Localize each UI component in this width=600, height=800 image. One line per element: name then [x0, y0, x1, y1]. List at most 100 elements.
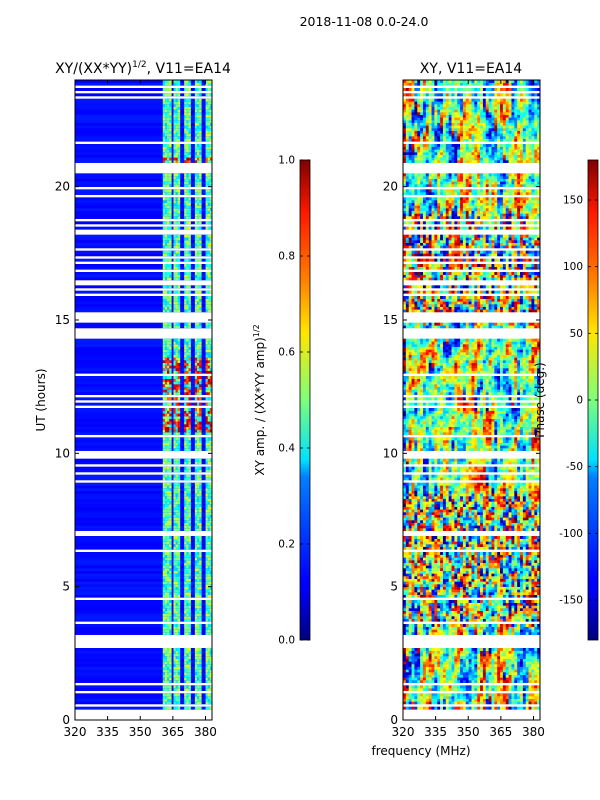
- amplitude-cell: [177, 237, 181, 241]
- phase-cell: [471, 650, 475, 654]
- phase-cell: [520, 656, 524, 659]
- amplitude-cell: [205, 568, 209, 571]
- amplitude-cell: [197, 650, 200, 654]
- amplitude-cell: [175, 354, 179, 358]
- amplitude-cell: [209, 376, 212, 379]
- phase-cell: [420, 656, 424, 659]
- amplitude-cell: [207, 656, 211, 659]
- amplitude-row: [75, 136, 212, 139]
- phase-cell: [488, 584, 492, 587]
- phase-cell: [517, 696, 521, 699]
- amplitude-cell: [164, 234, 168, 238]
- amplitude-cell: [197, 202, 200, 206]
- amplitude-cell: [194, 130, 198, 134]
- phase-cell: [500, 698, 504, 702]
- amplitude-cell: [199, 122, 202, 126]
- amplitude-cell: [188, 528, 191, 531]
- phase-cell: [425, 602, 429, 606]
- amplitude-cell: [199, 504, 202, 507]
- amplitude-cell: [188, 466, 191, 470]
- phase-cell: [534, 626, 538, 630]
- amplitude-cell: [197, 146, 200, 150]
- amplitude-cell: [162, 133, 166, 137]
- amplitude-cell: [205, 658, 209, 662]
- phase-cell: [514, 650, 518, 654]
- phase-cell: [454, 669, 458, 673]
- phase-cell: [520, 672, 524, 675]
- amplitude-cell: [184, 653, 187, 657]
- amplitude-cell: [177, 242, 181, 246]
- phase-cell: [508, 677, 512, 681]
- phase-cell: [403, 664, 407, 667]
- amplitude-cell: [205, 221, 209, 225]
- amplitude-cell: [175, 482, 179, 486]
- amplitude-cell: [199, 378, 202, 382]
- amplitude-cell: [209, 669, 212, 673]
- phase-cell: [448, 658, 452, 662]
- phase-cell: [480, 589, 484, 593]
- amplitude-cell: [197, 112, 200, 115]
- amplitude-cell: [162, 488, 166, 491]
- amplitude-cell: [167, 469, 170, 473]
- amplitude-row: [75, 285, 212, 289]
- amplitude-cell: [209, 504, 212, 507]
- amplitude-cell: [173, 88, 176, 91]
- amplitude-cell: [162, 685, 166, 689]
- phase-cell: [497, 701, 501, 705]
- amplitude-cell: [199, 410, 202, 414]
- phase-cell: [517, 672, 521, 675]
- phase-cell: [514, 618, 518, 622]
- amplitude-cell: [167, 613, 170, 617]
- amplitude-cell: [173, 133, 176, 137]
- amplitude-cell: [173, 661, 176, 665]
- phase-cell: [454, 664, 458, 667]
- amplitude-cell: [175, 176, 179, 179]
- phase-cell: [403, 656, 407, 659]
- amplitude-colorbar-label: XY amp. / (XX*YY amp)1/2: [252, 324, 267, 475]
- amplitude-cell: [169, 178, 172, 182]
- phase-cell: [403, 688, 407, 691]
- amplitude-cell: [207, 240, 211, 243]
- phase-cell: [414, 586, 418, 590]
- phase-cell: [422, 624, 427, 627]
- phase-cell: [437, 664, 441, 667]
- amplitude-cell: [175, 240, 179, 243]
- phase-cell: [494, 629, 498, 633]
- phase-cell: [480, 624, 484, 627]
- amplitude-cell: [177, 474, 181, 478]
- amplitude-cell: [173, 136, 176, 139]
- amplitude-cell: [194, 360, 198, 363]
- amplitude-cell: [177, 685, 181, 689]
- phase-cell: [442, 578, 447, 582]
- amplitude-cell: [188, 264, 191, 267]
- amplitude-cell: [184, 648, 187, 651]
- phase-cell: [454, 685, 458, 689]
- amplitude-cell: [199, 618, 202, 622]
- amplitude-cell: [169, 546, 172, 550]
- amplitude-cell: [197, 272, 200, 275]
- phase-cell: [434, 648, 438, 651]
- phase-cell: [514, 706, 518, 710]
- amplitude-cell: [162, 192, 166, 195]
- phase-cell: [457, 589, 461, 593]
- phase-cell: [411, 648, 415, 651]
- phase-cell: [454, 578, 458, 582]
- phase-cell: [468, 624, 472, 627]
- amplitude-cell: [205, 560, 209, 563]
- phase-cell: [508, 629, 512, 633]
- amplitude-cell: [207, 221, 211, 225]
- amplitude-cell: [175, 352, 179, 355]
- phase-cell: [468, 629, 472, 633]
- phase-cell: [505, 626, 509, 630]
- phase-cell: [517, 666, 521, 670]
- amplitude-cell: [169, 296, 172, 299]
- phase-cell: [420, 650, 424, 654]
- phase-cell: [537, 650, 540, 654]
- phase-cell: [440, 632, 444, 635]
- amplitude-cell: [205, 680, 209, 683]
- figure-suptitle: 2018-11-08 0.0-24.0: [300, 14, 429, 29]
- amplitude-cell: [188, 445, 191, 449]
- y-tick-label: 5: [62, 580, 70, 594]
- amplitude-cell: [184, 506, 187, 510]
- amplitude-cell: [197, 325, 200, 329]
